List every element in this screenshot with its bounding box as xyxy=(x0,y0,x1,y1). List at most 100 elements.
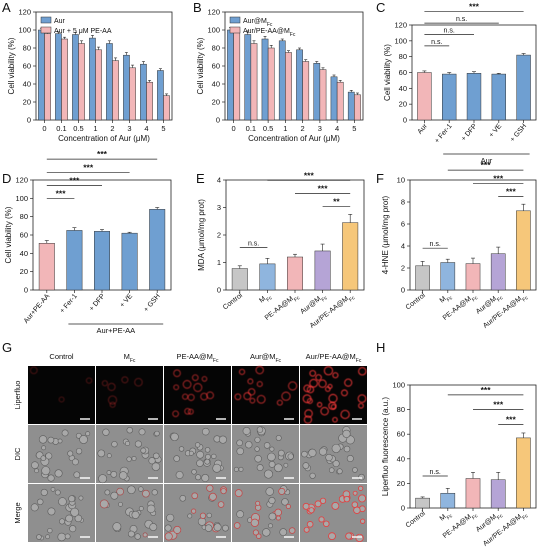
cell-outline xyxy=(274,463,283,473)
cell-outline xyxy=(30,503,39,512)
bar xyxy=(38,29,45,121)
cell-outline xyxy=(164,524,172,532)
y-tick-label: 80 xyxy=(23,44,31,53)
cell-outline xyxy=(204,458,211,465)
cell-overlay xyxy=(191,508,197,514)
y-tick-label: 2 xyxy=(217,231,221,240)
cell-overlay xyxy=(285,503,291,510)
cell-fluorescence xyxy=(303,384,311,393)
y-tick-label: 0 xyxy=(401,286,405,295)
micrograph-liperfluo xyxy=(300,366,367,424)
cell-fluorescence xyxy=(200,392,208,401)
bar xyxy=(490,253,506,291)
y-tick-label: 20 xyxy=(23,98,31,107)
y-tick-label: 80 xyxy=(397,405,405,414)
micrograph-merge xyxy=(232,484,299,542)
y-tick-label: 100 xyxy=(18,26,31,35)
y-tick-label: 0 xyxy=(27,116,31,125)
cell-outline xyxy=(37,498,44,506)
bar xyxy=(149,209,166,291)
significance-label: *** xyxy=(481,385,492,395)
cell-fluorescence xyxy=(307,398,313,404)
cell-outline xyxy=(256,426,264,433)
cell-outline xyxy=(102,428,110,436)
cell-outline xyxy=(204,447,211,453)
bar xyxy=(250,43,258,121)
x-axis-label: Concentration of Aur (μM) xyxy=(248,134,340,143)
bar xyxy=(330,76,338,121)
cell-outline xyxy=(331,443,341,453)
cell-outline xyxy=(201,427,210,436)
x-tick-label: Control xyxy=(405,292,427,312)
y-tick-label: 40 xyxy=(397,454,405,463)
y-axis-label: Liperfluo fluorescence (a.u.) xyxy=(381,397,390,497)
cell-fluorescence xyxy=(121,376,129,384)
cell-outline xyxy=(187,513,193,519)
cell-fluorescence xyxy=(358,367,367,376)
cell-overlay xyxy=(255,500,261,506)
significance-label: *** xyxy=(493,173,504,183)
cell-outline xyxy=(79,435,88,444)
cell-outline xyxy=(40,488,48,496)
bar xyxy=(465,263,481,291)
cell-fluorescence xyxy=(182,380,192,389)
bar xyxy=(516,54,531,121)
x-tick-label: + VE xyxy=(119,293,134,310)
column-label: Aur/PE-AA@MFc xyxy=(306,352,362,364)
cell-fluorescence xyxy=(173,369,181,378)
column-label: Aur@MFc xyxy=(250,352,282,364)
cell-outline xyxy=(134,533,141,540)
bar xyxy=(336,81,344,121)
cell-overlay xyxy=(360,518,366,524)
cell-outline xyxy=(47,474,55,482)
cell-outline xyxy=(254,436,261,443)
cell-outline xyxy=(178,446,185,452)
x-tick-label: 0 xyxy=(232,124,236,133)
cell-outline xyxy=(204,524,213,532)
panel-letter: H xyxy=(376,340,385,355)
cell-outline xyxy=(124,440,131,447)
cell-outline xyxy=(309,472,316,479)
bar xyxy=(231,268,248,291)
cell-outline xyxy=(59,518,66,525)
micrograph-background xyxy=(96,366,163,424)
x-tick-label: 0.1 xyxy=(246,124,256,133)
cell-overlay xyxy=(191,492,199,500)
cell-outline xyxy=(269,446,275,452)
cell-outline xyxy=(70,507,80,517)
bar xyxy=(89,37,96,121)
y-tick-label: 100 xyxy=(207,26,220,35)
cell-fluorescence xyxy=(317,402,323,408)
cell-outline xyxy=(45,534,50,540)
cell-outline xyxy=(47,436,55,444)
cell-fluorescence xyxy=(58,396,65,403)
y-tick-label: 4 xyxy=(401,242,405,251)
cell-fluorescence xyxy=(172,410,179,418)
cell-fluorescence xyxy=(255,365,264,375)
y-tick-label: 10 xyxy=(397,176,405,185)
bar xyxy=(415,497,430,509)
cell-outline xyxy=(256,464,264,472)
cell-outline xyxy=(138,486,144,492)
cell-fluorescence xyxy=(256,395,266,404)
cell-fluorescence xyxy=(332,372,339,379)
x-tick-label: 3 xyxy=(318,124,322,133)
cell-fluorescence xyxy=(344,378,353,387)
cell-outline xyxy=(106,453,112,459)
significance-label: *** xyxy=(56,189,67,199)
cell-fluorescence xyxy=(358,402,364,409)
cell-fluorescence xyxy=(30,366,38,375)
cell-overlay xyxy=(274,508,282,517)
y-axis-label: MDA (μmol/mg prot) xyxy=(197,199,206,271)
bar xyxy=(121,232,138,291)
cell-fluorescence xyxy=(323,366,334,376)
cell-outline xyxy=(41,445,47,451)
cell-outline xyxy=(72,458,79,466)
cell-fluorescence xyxy=(184,407,191,415)
bar xyxy=(440,492,456,509)
micrograph-background xyxy=(28,366,95,424)
y-axis-label: Cell viability (%) xyxy=(4,206,13,263)
y-tick-label: 80 xyxy=(20,212,28,221)
cell-outline xyxy=(54,469,63,478)
y-tick-label: 120 xyxy=(207,8,220,17)
